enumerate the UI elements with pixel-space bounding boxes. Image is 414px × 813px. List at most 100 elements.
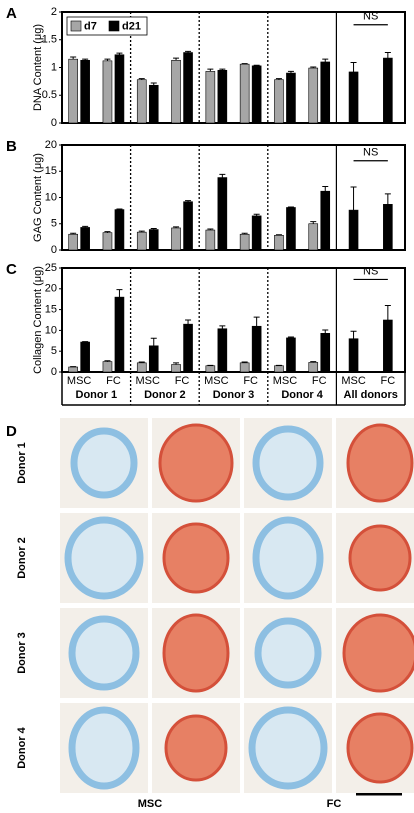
error-bar	[150, 337, 157, 346]
stained-pellet	[162, 522, 230, 594]
y-tick-label: 0	[51, 244, 57, 256]
error-bar	[138, 78, 145, 80]
bar	[68, 58, 78, 124]
y-tick-label: 20	[45, 283, 57, 295]
x-tick-label: MSC	[341, 375, 366, 387]
bar	[80, 227, 90, 251]
stained-pellet	[164, 714, 228, 782]
error-bar	[322, 58, 329, 62]
error-bar	[173, 57, 180, 61]
bar	[308, 67, 319, 124]
group-label: Donor 3	[213, 389, 255, 401]
error-bar	[185, 200, 192, 202]
error-bar	[287, 206, 294, 208]
bar	[171, 59, 181, 124]
row-label: Donor 2	[16, 537, 28, 579]
bar	[183, 323, 193, 373]
panel-label: C	[6, 261, 17, 278]
error-bar	[384, 52, 391, 59]
bar	[205, 71, 216, 124]
bar	[251, 325, 262, 373]
bar	[171, 364, 181, 373]
y-tick-label: 10	[45, 324, 57, 336]
stained-pellet	[252, 425, 324, 501]
error-bar	[138, 361, 145, 363]
bar	[136, 79, 147, 124]
stained-pellet	[346, 712, 414, 784]
bar	[251, 215, 262, 251]
bar	[136, 362, 147, 373]
error-bar	[322, 329, 329, 334]
column-label: FC	[327, 798, 342, 810]
bar	[308, 223, 319, 251]
group-label: Donor 4	[281, 389, 323, 401]
bar	[348, 209, 359, 251]
bar	[183, 201, 193, 251]
stained-pellet	[254, 617, 322, 689]
bar	[239, 362, 250, 373]
bar	[114, 54, 125, 124]
bar	[274, 235, 284, 251]
bar	[148, 345, 159, 373]
y-tick-label: 25	[45, 262, 57, 274]
stained-pellet	[342, 613, 414, 693]
x-tick-label: MSC	[67, 375, 92, 387]
stained-pellet	[252, 516, 324, 600]
group-label: All donors	[344, 389, 398, 401]
bar	[251, 65, 262, 124]
error-bar	[384, 193, 391, 205]
stained-pellet	[248, 706, 328, 790]
bar	[68, 366, 78, 373]
error-bar	[70, 232, 77, 235]
error-bar	[310, 221, 317, 224]
error-bar	[82, 225, 89, 228]
error-bar	[138, 230, 145, 233]
bar	[136, 231, 147, 251]
bar	[348, 71, 359, 124]
plot-frame	[61, 11, 406, 124]
bar	[114, 209, 125, 251]
error-bar	[116, 52, 123, 55]
y-tick-label: 10	[45, 191, 57, 203]
error-bar	[173, 226, 180, 228]
error-bar	[384, 304, 391, 320]
error-bar	[275, 78, 282, 80]
bar	[239, 63, 250, 124]
bar	[308, 362, 319, 373]
stained-pellet	[158, 423, 234, 503]
error-bar	[185, 319, 192, 325]
bar	[217, 328, 228, 373]
panel-label: A	[6, 5, 17, 22]
x-tick-label: FC	[312, 375, 327, 387]
error-bar	[287, 70, 294, 74]
x-tick-label: MSC	[273, 375, 298, 387]
group-label: Donor 2	[144, 389, 186, 401]
legend-label: d21	[122, 20, 141, 32]
bar	[239, 233, 250, 251]
error-bar	[104, 231, 111, 233]
legend-swatch	[108, 20, 120, 32]
y-tick-label: 5	[51, 218, 57, 230]
error-bar	[310, 66, 317, 69]
legend-swatch	[70, 20, 82, 32]
bar	[320, 61, 331, 124]
stained-pellet	[348, 524, 412, 592]
bar	[286, 72, 296, 124]
y-tick-label: 0	[51, 366, 57, 378]
stained-pellet	[162, 613, 230, 693]
y-tick-label: 5	[51, 345, 57, 357]
y-axis-label: DNA Content (μg)	[32, 24, 44, 111]
x-tick-label: FC	[106, 375, 121, 387]
error-bar	[241, 361, 248, 363]
error-bar	[241, 63, 248, 65]
legend-label: d7	[84, 20, 97, 32]
bar	[102, 361, 113, 373]
bar	[80, 59, 90, 124]
error-bar	[173, 362, 180, 365]
error-bar	[287, 336, 294, 338]
y-tick-label: 1.5	[42, 34, 57, 46]
error-bar	[185, 50, 192, 53]
bar	[217, 177, 228, 251]
bar	[383, 57, 393, 124]
